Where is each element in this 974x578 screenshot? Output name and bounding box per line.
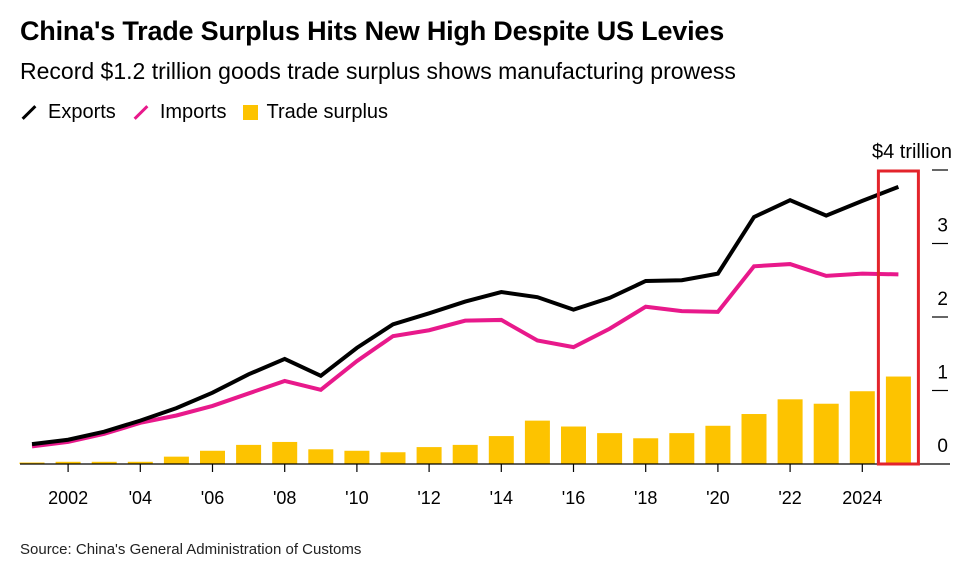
x-tick-label-2012: '12: [417, 488, 440, 508]
legend-swatch-surplus: [242, 105, 258, 120]
bar-surplus-2001: [19, 462, 45, 464]
bar-surplus-2021: [741, 414, 767, 464]
legend-item-exports: Exports: [20, 101, 116, 124]
bar-surplus-2003: [91, 461, 117, 464]
y-tick-label-2: 2: [937, 289, 948, 310]
x-tick-label-2004: '04: [129, 488, 152, 508]
bar-surplus-2013: [452, 444, 478, 464]
bar-surplus-2005: [163, 456, 189, 464]
source-note: Source: China's General Administration o…: [20, 541, 362, 558]
bar-surplus-2024: [849, 391, 875, 464]
y-tick-label-3: 3: [937, 216, 948, 237]
bar-surplus-2019: [669, 433, 695, 464]
legend: Exports Imports Trade surplus: [20, 101, 404, 124]
bar-surplus-2022: [777, 399, 803, 464]
bar-surplus-2006: [200, 450, 225, 464]
chart-subtitle: Record $1.2 trillion goods trade surplus…: [20, 58, 736, 84]
legend-label-imports: Imports: [159, 101, 227, 123]
bar-surplus-2025: [885, 376, 911, 464]
line-imports: [31, 262, 899, 449]
bar-surplus-2017: [597, 433, 623, 464]
x-tick-label-2008: '08: [273, 488, 296, 508]
legend-item-surplus: Trade surplus: [242, 101, 389, 124]
x-tick-label-2022: '22: [778, 488, 801, 508]
bar-surplus-2014: [488, 436, 514, 464]
bar-surplus-2008: [272, 441, 298, 464]
chart-title: China's Trade Surplus Hits New High Desp…: [20, 16, 725, 46]
bar-surplus-2018: [633, 438, 659, 464]
bar-surplus-2023: [813, 403, 839, 464]
x-tick-label-2006: '06: [201, 488, 224, 508]
x-tick-label-2014: '14: [490, 488, 513, 508]
bar-surplus-2009: [308, 449, 334, 464]
y-tick-label-4: $4 trillion: [872, 141, 952, 163]
legend-item-imports: Imports: [132, 101, 227, 124]
y-tick-label-1: 1: [937, 363, 948, 384]
highlight-box-2025: [876, 169, 920, 466]
bar-surplus-2011: [380, 452, 406, 464]
bar-surplus-2010: [344, 450, 370, 464]
legend-label-surplus: Trade surplus: [266, 101, 389, 123]
bar-surplus-2020: [705, 425, 731, 464]
bar-surplus-2015: [524, 420, 550, 464]
x-tick-label-2018: '18: [634, 488, 657, 508]
bar-surplus-2004: [127, 461, 153, 464]
x-tick-label-2016: '16: [562, 488, 585, 508]
line-exports: [31, 185, 900, 447]
x-tick-label-2002: 2002: [48, 488, 88, 508]
bar-surplus-2002: [55, 461, 81, 464]
x-tick-label-2020: '20: [706, 488, 729, 508]
x-tick-label-2024: 2024: [842, 488, 882, 508]
x-tick-label-2010: '10: [345, 488, 368, 508]
bar-surplus-2012: [416, 447, 442, 464]
bar-surplus-2007: [236, 444, 262, 464]
y-tick-label-0: 0: [937, 436, 948, 457]
bar-surplus-2016: [561, 426, 586, 464]
legend-label-exports: Exports: [48, 101, 116, 123]
